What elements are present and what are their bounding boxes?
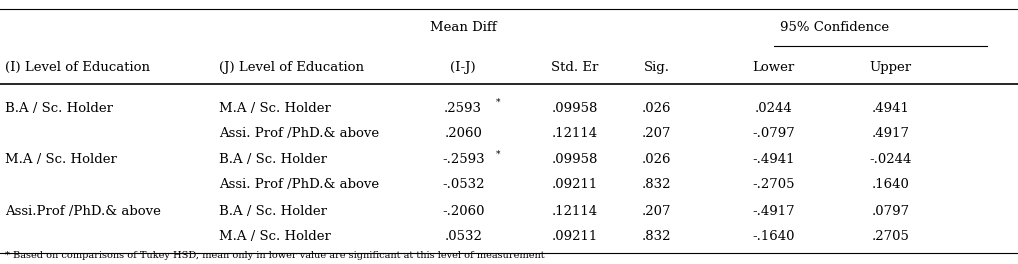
Text: .1640: .1640 (871, 178, 910, 191)
Text: M.A / Sc. Holder: M.A / Sc. Holder (219, 102, 331, 115)
Text: *: * (496, 149, 500, 158)
Text: -.2060: -.2060 (442, 205, 485, 218)
Text: Upper: Upper (869, 61, 912, 74)
Text: B.A / Sc. Holder: B.A / Sc. Holder (5, 102, 113, 115)
Text: -.0532: -.0532 (442, 178, 485, 191)
Text: .026: .026 (642, 153, 671, 166)
Text: -.4917: -.4917 (752, 205, 795, 218)
Text: Assi. Prof /PhD.& above: Assi. Prof /PhD.& above (219, 127, 379, 140)
Text: .207: .207 (642, 127, 671, 140)
Text: Sig.: Sig. (643, 61, 670, 74)
Text: (J) Level of Education: (J) Level of Education (219, 61, 363, 74)
Text: *: * (496, 98, 500, 107)
Text: -.1640: -.1640 (752, 230, 795, 243)
Text: * Based on comparisons of Tukey HSD, mean only in lower value are significant at: * Based on comparisons of Tukey HSD, mea… (5, 251, 545, 260)
Text: -.0244: -.0244 (869, 153, 912, 166)
Text: .4917: .4917 (871, 127, 910, 140)
Text: -.2705: -.2705 (752, 178, 795, 191)
Text: .09211: .09211 (552, 230, 599, 243)
Text: .2060: .2060 (444, 127, 483, 140)
Text: -.0797: -.0797 (752, 127, 795, 140)
Text: .09211: .09211 (552, 178, 599, 191)
Text: .12114: .12114 (552, 205, 599, 218)
Text: .026: .026 (642, 102, 671, 115)
Text: -.2593: -.2593 (442, 153, 485, 166)
Text: B.A / Sc. Holder: B.A / Sc. Holder (219, 205, 327, 218)
Text: .12114: .12114 (552, 127, 599, 140)
Text: .09958: .09958 (552, 102, 599, 115)
Text: 95% Confidence: 95% Confidence (780, 21, 890, 34)
Text: .832: .832 (642, 230, 671, 243)
Text: Assi. Prof /PhD.& above: Assi. Prof /PhD.& above (219, 178, 379, 191)
Text: Mean Diff: Mean Diff (430, 21, 497, 34)
Text: Lower: Lower (752, 61, 795, 74)
Text: Std. Er: Std. Er (552, 61, 599, 74)
Text: .2593: .2593 (444, 102, 483, 115)
Text: .4941: .4941 (871, 102, 910, 115)
Text: B.A / Sc. Holder: B.A / Sc. Holder (219, 153, 327, 166)
Text: .0532: .0532 (444, 230, 483, 243)
Text: (I) Level of Education: (I) Level of Education (5, 61, 150, 74)
Text: Assi.Prof /PhD.& above: Assi.Prof /PhD.& above (5, 205, 161, 218)
Text: .2705: .2705 (871, 230, 910, 243)
Text: .0797: .0797 (871, 205, 910, 218)
Text: M.A / Sc. Holder: M.A / Sc. Holder (219, 230, 331, 243)
Text: .832: .832 (642, 178, 671, 191)
Text: -.4941: -.4941 (752, 153, 795, 166)
Text: .207: .207 (642, 205, 671, 218)
Text: .09958: .09958 (552, 153, 599, 166)
Text: M.A / Sc. Holder: M.A / Sc. Holder (5, 153, 117, 166)
Text: .0244: .0244 (754, 102, 793, 115)
Text: (I-J): (I-J) (450, 61, 476, 74)
